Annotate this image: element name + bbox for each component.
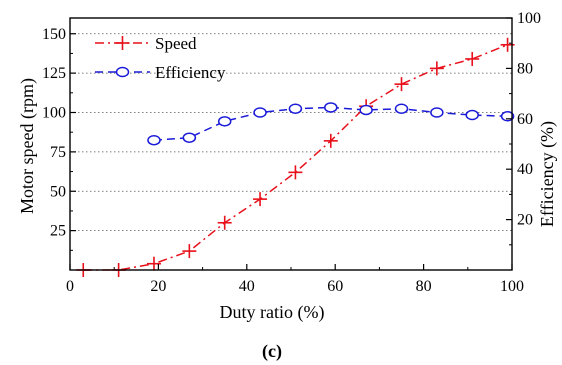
data-point-speed-91 — [465, 51, 480, 66]
legend-marker-circle — [115, 66, 130, 78]
y2-tick-label-100: 100 — [517, 10, 541, 27]
x-tick-label-80: 80 — [416, 278, 432, 295]
x-tick-label-40: 40 — [239, 278, 255, 295]
legend: Speed Efficiency — [95, 34, 226, 82]
y-tick-label-150: 150 — [42, 26, 66, 43]
legend-label-efficiency: Efficiency — [155, 63, 226, 82]
figure-caption: (c) — [262, 341, 282, 362]
y-tick-label-100: 100 — [42, 105, 66, 122]
x-tick-label-100: 100 — [500, 278, 524, 295]
data-point-speed-19 — [146, 256, 161, 271]
y2-tick-label-60: 60 — [517, 111, 533, 128]
y2-tick-label-80: 80 — [517, 60, 533, 77]
data-point-speed-27 — [182, 244, 197, 259]
data-point-efficiency-91 — [465, 109, 479, 121]
data-point-efficiency-75 — [394, 103, 409, 114]
axes: 0 20 40 60 80 100 25 50 75 100 125 150 20 40 60 80 100 — [42, 10, 541, 295]
y-tick-label-50: 50 — [50, 183, 66, 200]
y2-axis-label: Efficiency (%) — [537, 121, 558, 227]
data-point-efficiency-27 — [182, 132, 197, 143]
y-tick-label-75: 75 — [50, 144, 66, 161]
data-point-speed-75 — [394, 77, 409, 92]
data-point-speed-43 — [253, 192, 268, 207]
data-point-efficiency-67 — [359, 104, 373, 116]
plot-frame — [69, 17, 513, 271]
data-point-efficiency-83 — [430, 107, 444, 118]
data-point-speed-35 — [217, 215, 232, 230]
y-axis-label: Motor speed (rpm) — [17, 78, 38, 214]
series-line-efficiency — [153, 106, 508, 141]
data-point-speed-51 — [288, 165, 303, 180]
data-point-efficiency-19 — [147, 134, 161, 146]
data-point-efficiency-43 — [253, 107, 267, 118]
gridlines — [70, 33, 512, 232]
data-point-speed-83 — [429, 61, 444, 76]
y2-tick-label-20: 20 — [517, 212, 533, 229]
y2-tick-label-40: 40 — [517, 161, 533, 178]
x-tick-label-60: 60 — [327, 278, 343, 295]
data-point-efficiency-35 — [217, 116, 232, 127]
y-tick-label-125: 125 — [42, 65, 66, 82]
series-layer — [76, 37, 515, 277]
x-axis-label: Duty ratio (%) — [220, 302, 325, 323]
series-line-speed — [83, 44, 508, 271]
data-point-efficiency-59 — [324, 102, 338, 113]
legend-label-speed: Speed — [155, 34, 197, 53]
x-tick-label-20: 20 — [150, 278, 166, 295]
y-tick-label-25: 25 — [50, 223, 66, 240]
data-point-efficiency-51 — [288, 103, 303, 114]
x-tick-label-0: 0 — [66, 278, 74, 295]
data-point-speed-59 — [323, 133, 338, 148]
